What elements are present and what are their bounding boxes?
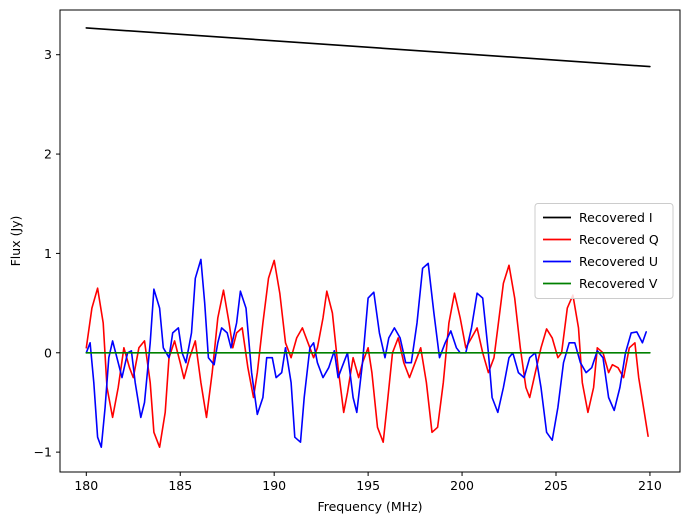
series-line-recovered-u <box>85 258 647 448</box>
legend-box <box>534 203 674 299</box>
y-tick-label: 2 <box>44 147 52 162</box>
x-tick-label: 205 <box>544 478 568 493</box>
series-line-recovered-i <box>85 27 651 68</box>
legend-label: Recovered V <box>579 276 658 291</box>
legend: Recovered I Recovered Q Recovered U Recover… <box>534 203 674 299</box>
x-axis-label: Frequency (MHz) <box>317 499 422 514</box>
y-tick-label: 1 <box>44 246 52 261</box>
y-tick-label: −1 <box>34 445 52 460</box>
y-tick-label: 0 <box>44 345 52 360</box>
x-tick-label: 195 <box>356 478 380 493</box>
legend-label: Recovered I <box>579 210 653 225</box>
legend-label: Recovered U <box>579 254 658 269</box>
x-axis: 180 185 190 195 200 205 210 <box>74 472 662 493</box>
y-axis: −1 0 1 2 3 <box>34 47 60 460</box>
y-axis-label: Flux (Jy) <box>8 216 23 267</box>
legend-label: Recovered Q <box>579 232 659 247</box>
series-layer <box>85 27 651 448</box>
x-tick-label: 200 <box>450 478 474 493</box>
plot-frame <box>59 9 681 473</box>
x-tick-label: 180 <box>74 478 98 493</box>
x-tick-label: 190 <box>262 478 286 493</box>
y-tick-label: 3 <box>44 47 52 62</box>
x-tick-label: 185 <box>168 478 192 493</box>
series-line-recovered-q <box>85 259 649 448</box>
x-tick-label: 210 <box>638 478 662 493</box>
